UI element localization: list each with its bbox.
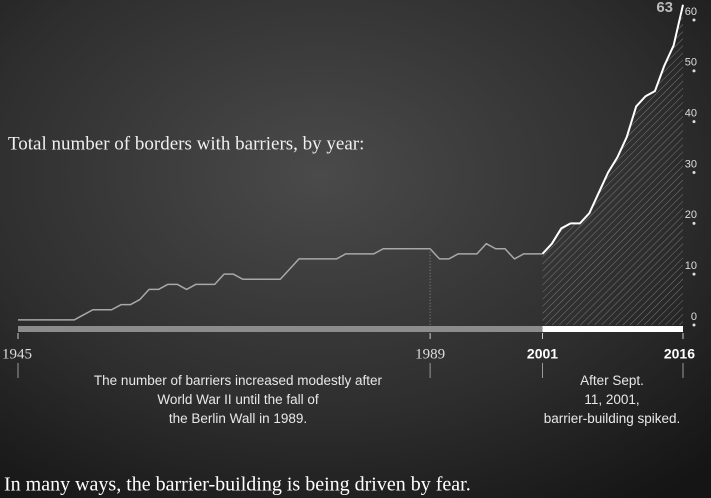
value-label: 63: [656, 0, 673, 16]
x-tick-label: 1989: [415, 346, 445, 362]
line-early: [18, 242, 543, 321]
y-tick-dot: [692, 171, 696, 174]
annotation: After Sept. 11, 2001, barrier-building spi…: [544, 373, 681, 426]
chart-title: Total number of borders with barriers, b…: [8, 133, 364, 154]
y-tick-label: 60: [685, 6, 697, 18]
line-late: [541, 4, 684, 255]
y-tick-dot: [692, 221, 696, 225]
baseline-early: [18, 326, 543, 332]
y-tick-dot: [692, 323, 696, 327]
y-tick-dot: [692, 272, 696, 276]
y-tick-dot: [692, 120, 696, 124]
x-tick-label: 2016: [664, 346, 695, 362]
y-tick-label: 30: [685, 158, 697, 170]
baseline-late: [542, 326, 683, 332]
y-tick-label: 20: [685, 209, 697, 221]
y-tick-dot: [692, 18, 696, 22]
y-tick-label: 0: [691, 311, 697, 323]
footer: In many ways, the barrier-building is be…: [4, 474, 471, 496]
y-tick-label: 50: [685, 57, 697, 69]
x-tick-label: 2001: [527, 346, 558, 362]
y-tick-dot: [692, 69, 696, 73]
x-tick-label: 1945: [2, 346, 32, 362]
y-tick-label: 40: [685, 108, 697, 120]
annotation: The number of barriers increased modestl…: [94, 373, 383, 426]
y-tick-label: 10: [685, 260, 697, 272]
